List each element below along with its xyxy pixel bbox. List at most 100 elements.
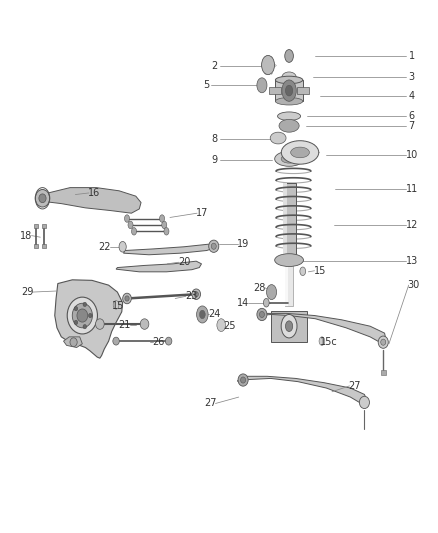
Circle shape bbox=[259, 311, 265, 318]
Ellipse shape bbox=[281, 155, 297, 163]
Circle shape bbox=[39, 194, 46, 203]
Ellipse shape bbox=[286, 85, 293, 96]
Polygon shape bbox=[124, 244, 215, 255]
Bar bbox=[381, 370, 386, 375]
Text: 9: 9 bbox=[212, 155, 218, 165]
Circle shape bbox=[67, 297, 98, 334]
Ellipse shape bbox=[282, 72, 296, 83]
Ellipse shape bbox=[300, 267, 306, 276]
Text: 18: 18 bbox=[20, 231, 32, 240]
Text: 15: 15 bbox=[112, 301, 124, 311]
Ellipse shape bbox=[278, 112, 300, 120]
Text: 3: 3 bbox=[409, 72, 415, 82]
Text: 4: 4 bbox=[409, 91, 415, 101]
Ellipse shape bbox=[162, 221, 167, 229]
Polygon shape bbox=[37, 188, 141, 213]
Bar bbox=[42, 224, 46, 228]
Ellipse shape bbox=[128, 221, 133, 229]
Bar bbox=[34, 224, 38, 228]
Polygon shape bbox=[258, 313, 386, 345]
Ellipse shape bbox=[217, 319, 226, 332]
Ellipse shape bbox=[263, 298, 269, 307]
Ellipse shape bbox=[159, 215, 165, 222]
Circle shape bbox=[240, 377, 246, 383]
Text: 16: 16 bbox=[88, 188, 100, 198]
Ellipse shape bbox=[286, 321, 293, 332]
Circle shape bbox=[35, 190, 49, 207]
Bar bbox=[271, 311, 307, 342]
Text: 17: 17 bbox=[196, 208, 208, 218]
Ellipse shape bbox=[119, 241, 126, 252]
Circle shape bbox=[74, 320, 78, 325]
Bar bbox=[286, 257, 288, 306]
Circle shape bbox=[95, 319, 104, 329]
Ellipse shape bbox=[275, 254, 304, 266]
Text: 21: 21 bbox=[119, 320, 131, 330]
Bar bbox=[269, 87, 281, 94]
Polygon shape bbox=[237, 376, 367, 406]
Circle shape bbox=[238, 374, 248, 386]
Circle shape bbox=[166, 337, 172, 345]
Ellipse shape bbox=[285, 50, 293, 62]
Text: 12: 12 bbox=[406, 220, 418, 230]
Bar bbox=[283, 183, 287, 260]
Bar bbox=[42, 244, 46, 248]
Bar bbox=[283, 183, 296, 260]
Ellipse shape bbox=[281, 314, 297, 338]
Text: 19: 19 bbox=[237, 239, 249, 249]
Circle shape bbox=[83, 325, 87, 329]
Bar bbox=[297, 87, 308, 94]
Text: 10: 10 bbox=[406, 150, 418, 159]
Text: 30: 30 bbox=[408, 280, 420, 290]
Text: 24: 24 bbox=[208, 310, 221, 319]
Text: 27: 27 bbox=[204, 399, 216, 408]
Circle shape bbox=[83, 302, 87, 306]
Ellipse shape bbox=[197, 306, 208, 323]
Ellipse shape bbox=[276, 98, 303, 105]
Text: 27: 27 bbox=[349, 381, 361, 391]
Circle shape bbox=[257, 308, 267, 321]
Ellipse shape bbox=[275, 151, 304, 166]
Polygon shape bbox=[64, 337, 82, 348]
Ellipse shape bbox=[279, 119, 299, 132]
Circle shape bbox=[192, 289, 201, 300]
Ellipse shape bbox=[131, 228, 137, 235]
Text: 22: 22 bbox=[98, 242, 110, 252]
Text: 15c: 15c bbox=[320, 337, 337, 347]
Bar bbox=[276, 80, 303, 101]
Ellipse shape bbox=[257, 78, 267, 93]
Ellipse shape bbox=[261, 55, 275, 75]
Ellipse shape bbox=[164, 228, 169, 235]
Polygon shape bbox=[55, 280, 123, 358]
Text: 28: 28 bbox=[254, 283, 266, 293]
Text: 2: 2 bbox=[212, 61, 218, 70]
Text: 29: 29 bbox=[21, 287, 33, 297]
Circle shape bbox=[381, 339, 386, 345]
Ellipse shape bbox=[113, 301, 119, 309]
Circle shape bbox=[88, 313, 92, 318]
Ellipse shape bbox=[124, 215, 130, 222]
Circle shape bbox=[70, 338, 77, 346]
Text: 7: 7 bbox=[409, 121, 415, 131]
Text: 14: 14 bbox=[237, 298, 249, 308]
Text: 5: 5 bbox=[203, 80, 209, 90]
Polygon shape bbox=[116, 261, 201, 272]
Text: 8: 8 bbox=[212, 134, 218, 143]
Ellipse shape bbox=[199, 310, 205, 319]
Text: 11: 11 bbox=[406, 184, 418, 194]
Text: 13: 13 bbox=[406, 256, 418, 266]
Text: 6: 6 bbox=[409, 111, 415, 121]
Text: 23: 23 bbox=[185, 292, 197, 301]
Text: 1: 1 bbox=[409, 51, 415, 61]
Bar bbox=[286, 257, 293, 306]
Circle shape bbox=[125, 296, 129, 301]
Circle shape bbox=[211, 243, 216, 249]
Circle shape bbox=[194, 292, 198, 297]
Bar bbox=[34, 244, 38, 248]
Text: 26: 26 bbox=[152, 337, 165, 347]
Ellipse shape bbox=[291, 147, 309, 158]
Ellipse shape bbox=[276, 76, 303, 84]
Circle shape bbox=[74, 306, 78, 311]
Circle shape bbox=[113, 337, 119, 345]
Ellipse shape bbox=[319, 337, 325, 345]
